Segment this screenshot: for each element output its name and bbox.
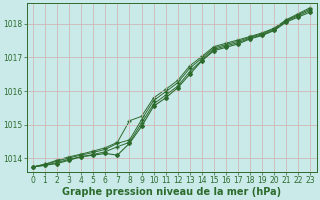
X-axis label: Graphe pression niveau de la mer (hPa): Graphe pression niveau de la mer (hPa) — [62, 187, 281, 197]
